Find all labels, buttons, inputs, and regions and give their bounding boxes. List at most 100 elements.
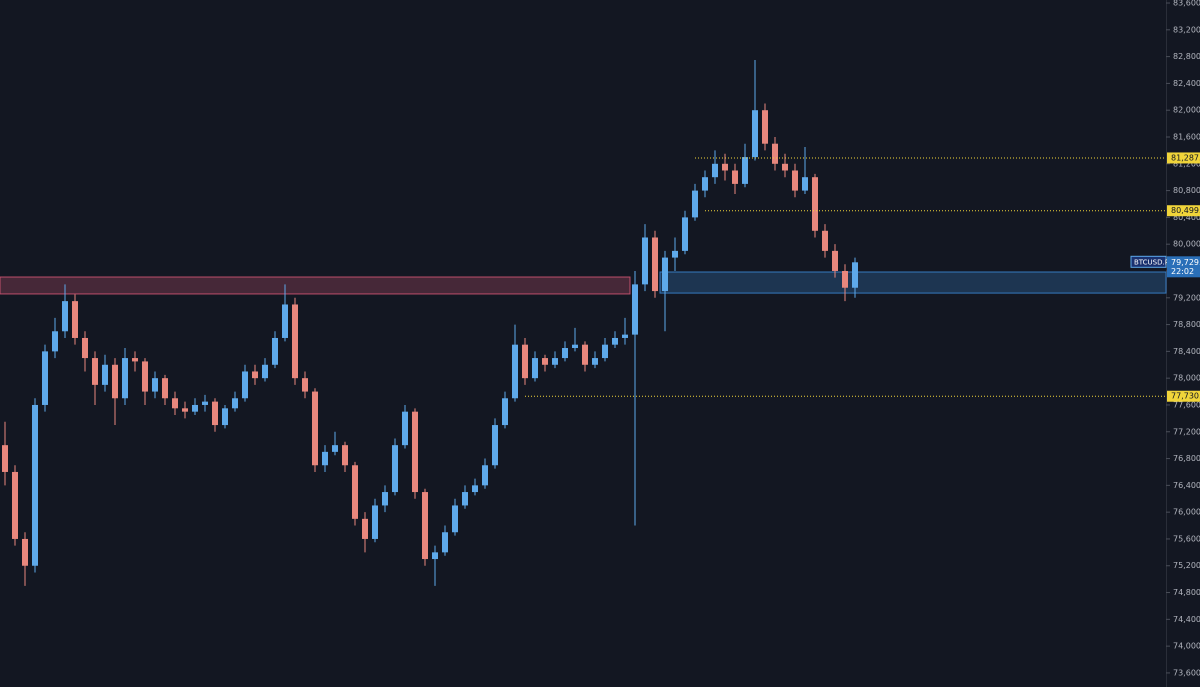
candle-body (382, 492, 388, 506)
candle-body (612, 337, 618, 345)
candle-body (392, 445, 398, 493)
y-tick-label: 80,400.0 (1173, 213, 1200, 222)
candle-body (442, 532, 448, 553)
candle-body (562, 348, 568, 359)
symbol-box (1130, 255, 1167, 268)
candle-body (592, 358, 598, 365)
candle-body (292, 304, 298, 379)
candle-body (642, 237, 648, 285)
candle-body (282, 304, 288, 338)
zone (0, 276, 631, 295)
candle-body (482, 465, 488, 486)
candle-body (302, 378, 308, 392)
candle-body (522, 344, 528, 379)
candle-body (492, 425, 498, 466)
candle-body (812, 177, 818, 231)
y-tick-label: 75,600.0 (1173, 534, 1200, 543)
candle-body (232, 398, 238, 409)
candle-body (322, 451, 328, 466)
candle-body (152, 378, 158, 392)
level-label-box (1167, 390, 1200, 402)
candle-body (422, 492, 428, 560)
candle-body (62, 301, 68, 332)
y-tick-label: 78,400.0 (1173, 347, 1200, 356)
y-tick-label: 82,800.0 (1173, 52, 1200, 61)
candle-body (312, 391, 318, 466)
candle-body (502, 398, 508, 426)
candle-body (412, 411, 418, 493)
y-tick-label: 83,600.0 (1173, 0, 1200, 8)
candle-body (532, 358, 538, 379)
candle-body (622, 334, 628, 338)
candle-body (82, 337, 88, 359)
y-tick-label: 83,200.0 (1173, 25, 1200, 34)
candle-body (702, 177, 708, 191)
candle-body (162, 378, 168, 399)
candle-body (772, 143, 778, 164)
level-label: 81,287.1 (1171, 153, 1200, 162)
candle-body (792, 170, 798, 191)
candle-body (662, 257, 668, 292)
y-tick-label: 73,600.0 (1173, 668, 1200, 677)
candle-body (672, 250, 678, 258)
candle-body (722, 163, 728, 171)
candle-body (362, 518, 368, 539)
last-price-label: 79,729.5 (1171, 258, 1200, 267)
candle-body (22, 538, 28, 566)
candle-body (402, 411, 408, 446)
level-label: 80,499.6 (1171, 206, 1200, 215)
y-tick-label: 76,800.0 (1173, 454, 1200, 463)
y-tick-label: 78,000.0 (1173, 374, 1200, 383)
price-box (1167, 256, 1200, 278)
candle-body (332, 445, 338, 452)
candle-body (732, 170, 738, 184)
candle-body (742, 157, 748, 184)
candle-body (372, 505, 378, 539)
level-label-box (1167, 152, 1200, 164)
candle-body (762, 110, 768, 144)
candle-body (842, 270, 848, 288)
candle-body (552, 358, 558, 365)
level-label: 77,730.3 (1171, 392, 1200, 401)
candle-body (752, 110, 758, 158)
candle-body (342, 445, 348, 466)
y-tick-label: 81,200.0 (1173, 159, 1200, 168)
candle-body (542, 358, 548, 365)
candle-body (192, 404, 198, 412)
candle-body (632, 284, 638, 335)
candle-body (142, 361, 148, 392)
candle-body (132, 358, 138, 362)
y-tick-label: 76,400.0 (1173, 481, 1200, 490)
y-tick-label: 74,800.0 (1173, 588, 1200, 597)
y-tick-label: 74,000.0 (1173, 642, 1200, 651)
y-tick-label: 74,400.0 (1173, 615, 1200, 624)
candle-body (272, 337, 278, 365)
candle-body (252, 371, 258, 379)
y-tick-label: 77,200.0 (1173, 427, 1200, 436)
candle-body (172, 398, 178, 409)
candle-body (2, 445, 8, 472)
candle-body (852, 262, 858, 288)
candle-body (432, 552, 438, 560)
candle-body (652, 237, 658, 292)
candle-body (102, 364, 108, 385)
y-tick-label: 80,000.0 (1173, 240, 1200, 249)
candle-body (692, 190, 698, 218)
candle-body (352, 465, 358, 519)
candle-body (472, 485, 478, 493)
candle-body (52, 331, 58, 352)
candle-body (112, 364, 118, 399)
candle-body (202, 401, 208, 405)
candle-body (452, 505, 458, 533)
candle-body (822, 230, 828, 251)
candle-body (512, 344, 518, 399)
y-tick-label: 78,800.0 (1173, 320, 1200, 329)
candle-body (212, 401, 218, 426)
candle-body (262, 364, 268, 379)
y-tick-label: 82,400.0 (1173, 79, 1200, 88)
candle-body (222, 408, 228, 426)
candle-body (602, 344, 608, 359)
candle-body (42, 351, 48, 405)
symbol-label: BTCUSD.P (1134, 258, 1169, 266)
